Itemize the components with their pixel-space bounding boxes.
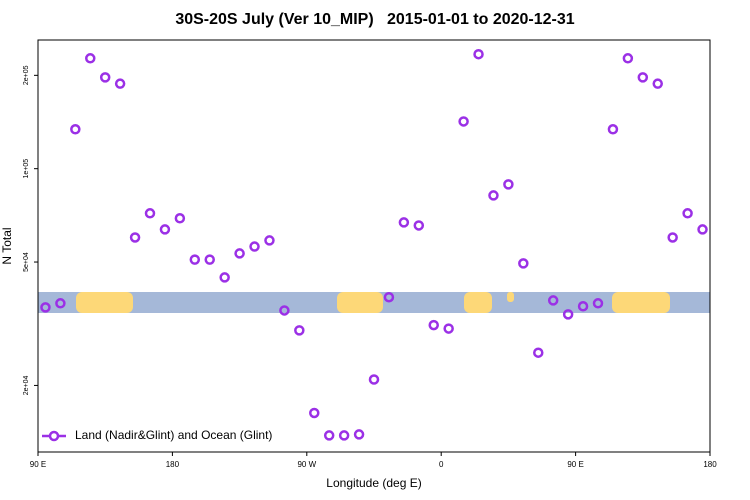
point (488, 190, 499, 201)
point (577, 301, 589, 312)
legend-marker (48, 430, 60, 442)
point (85, 53, 96, 64)
point (637, 72, 649, 83)
legend-label: Land (Nadir&Glint) and Ocean (Glint) (75, 428, 272, 442)
x-tick-label: 180 (166, 460, 180, 469)
point (249, 241, 260, 252)
point (622, 53, 634, 64)
point (547, 295, 559, 306)
map-strip (38, 292, 710, 313)
point (682, 208, 693, 219)
point (219, 272, 230, 283)
point (234, 248, 245, 259)
point (174, 213, 186, 224)
x-tick-label: 180 (703, 460, 717, 469)
point (99, 72, 111, 83)
point (458, 116, 469, 127)
point (518, 258, 529, 269)
x-tick-label: 90 E (567, 460, 583, 469)
point (129, 232, 141, 243)
point (353, 429, 365, 440)
y-tick-label: 1e+05 (23, 159, 30, 179)
y-tick-label: 2e+05 (23, 65, 30, 85)
point (55, 298, 66, 309)
point (189, 254, 201, 265)
point (144, 208, 156, 219)
point (338, 430, 350, 441)
x-tick-label: 0 (439, 460, 444, 469)
point (159, 224, 171, 235)
point (70, 124, 81, 135)
x-axis-label: Longitude (deg E) (326, 476, 421, 490)
point (383, 291, 395, 303)
point (368, 374, 380, 385)
point (473, 48, 484, 60)
chart-title: 30S-20S July (Ver 10_MIP) 2015-01-01 to … (175, 11, 574, 28)
plot-frame (37, 39, 711, 453)
y-tick-label: 5e+04 (23, 252, 30, 272)
point (667, 232, 678, 243)
point (204, 254, 215, 265)
point (309, 407, 320, 419)
point (697, 224, 708, 235)
point (562, 309, 574, 320)
y-tick-label: 2e+04 (23, 376, 30, 396)
point (652, 78, 663, 89)
point (607, 124, 619, 135)
point (40, 302, 51, 313)
y-axis-label: N Total (0, 227, 14, 264)
point (114, 78, 126, 89)
point (413, 220, 425, 231)
point (264, 235, 275, 246)
point (592, 298, 604, 309)
x-tick-label: 90 W (297, 460, 316, 469)
point (294, 325, 305, 336)
point (443, 323, 454, 334)
point (398, 217, 410, 228)
point (428, 319, 439, 331)
point (323, 430, 335, 441)
x-tick-label: 90 E (30, 460, 46, 469)
point (533, 347, 544, 358)
point (503, 179, 514, 190)
point (279, 305, 290, 316)
